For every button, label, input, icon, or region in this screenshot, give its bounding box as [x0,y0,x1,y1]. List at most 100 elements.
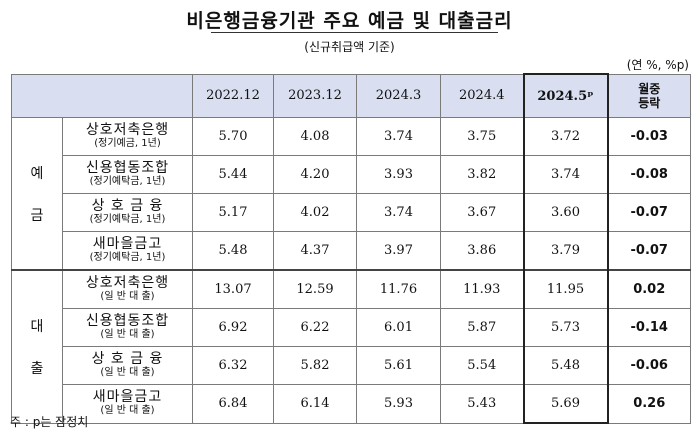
period-header: 2024.4 [440,73,524,118]
rate-cell-highlighted: 5.48 [522,346,609,385]
unit-label: (연 %, %p) [626,58,689,72]
group-label-char: 출 [30,360,44,377]
rate-cell: 6.92 [192,308,274,347]
rate-cell: 5.87 [440,308,524,347]
rate-cell: 5.70 [192,117,274,156]
institution-name: 새마을금고 [92,388,163,405]
institution-name: 상 호 금 융 [91,197,164,214]
table-row: 신용협동조합 (일 반 대 출) 6.92 6.22 6.01 5.87 5.7… [12,308,691,347]
product-type: (정기예탁금, 1년) [89,175,166,187]
rate-cell-highlighted: 3.79 [522,231,609,271]
rate-cell-highlighted: 3.74 [522,155,609,194]
institution-name: 상호저축은행 [85,274,170,291]
institution-cell: 상호저축은행 (정기예금, 1년) [62,117,193,156]
change-cell: 0.02 [607,269,691,309]
rate-cell-highlighted: 3.72 [522,117,609,156]
product-type: (일 반 대 출) [100,290,155,302]
institution-name: 새마을금고 [92,235,163,252]
title-underline [211,32,498,33]
rate-cell: 12.59 [273,269,357,309]
rate-cell: 4.02 [273,193,357,232]
institution-cell: 새마을금고 (정기예탁금, 1년) [62,231,193,271]
rate-cell: 5.61 [356,346,441,385]
rate-cell: 4.37 [273,231,357,271]
period-header: 2022.12 [192,73,274,118]
rate-cell: 6.32 [192,346,274,385]
group-label-char: 대 [30,318,44,335]
rate-cell: 5.43 [440,384,524,424]
table-row: 신용협동조합 (정기예탁금, 1년) 5.44 4.20 3.93 3.82 3… [12,155,691,194]
rate-cell: 4.08 [273,117,357,156]
table-row: 새마을금고 (정기예탁금, 1년) 5.48 4.37 3.97 3.86 3.… [12,231,691,271]
rate-cell: 6.22 [273,308,357,347]
change-cell: -0.03 [607,117,691,156]
rate-cell: 5.82 [273,346,357,385]
product-type: (정기예금, 1년) [94,137,161,149]
change-cell: -0.14 [607,308,691,347]
rate-cell: 3.82 [440,155,524,194]
institution-cell: 새마을금고 (일 반 대 출) [62,384,193,424]
rate-cell: 3.67 [440,193,524,232]
institution-cell: 상호저축은행 (일 반 대 출) [62,269,193,309]
group-label-char: 예 [30,165,44,182]
subtitle: (신규취급액 기준) [304,40,395,54]
product-type: (일 반 대 출) [100,366,155,378]
header-row: 2022.12 2023.12 2024.3 2024.4 2024.5ᵖ 월중… [11,73,691,118]
institution-cell: 신용협동조합 (일 반 대 출) [62,308,193,347]
rate-cell: 3.86 [440,231,524,271]
group-label-char: 금 [30,207,44,224]
change-cell: -0.06 [607,346,691,385]
institution-name: 상 호 금 융 [91,350,164,367]
product-type: (일 반 대 출) [100,404,155,416]
change-cell: -0.07 [607,193,691,232]
institution-name: 신용협동조합 [85,312,170,329]
rate-cell: 3.74 [356,193,441,232]
rate-cell: 11.76 [356,269,441,309]
change-cell: 0.26 [607,384,691,424]
table-row: 예 금 상호저축은행 (정기예금, 1년) 5.70 4.08 3.74 3.7… [11,117,691,271]
rate-cell: 5.44 [192,155,274,194]
rate-cell: 5.17 [192,193,274,232]
institution-cell: 상 호 금 융 (정기예탁금, 1년) [62,193,193,232]
change-header-line: 등락 [638,95,661,110]
change-cell: -0.07 [607,231,691,271]
table-row: 대 출 상호저축은행 (일 반 대 출) 13.07 12.59 11.76 1… [11,269,691,424]
deposit-group-label: 예 금 [11,117,63,271]
institution-cell: 상 호 금 융 (일 반 대 출) [62,346,193,385]
page-title: 비은행금융기관 주요 예금 및 대출금리 [186,10,513,32]
product-type: (정기예탁금, 1년) [89,213,166,225]
rate-cell: 5.54 [440,346,524,385]
table-row: 상 호 금 융 (정기예탁금, 1년) 5.17 4.02 3.74 3.67 … [12,193,691,232]
rate-cell: 6.01 [356,308,441,347]
period-header-highlighted: 2024.5ᵖ [522,73,609,118]
institution-name: 신용협동조합 [85,159,170,176]
table-row: 상 호 금 융 (일 반 대 출) 6.32 5.82 5.61 5.54 5.… [12,346,691,385]
rate-cell: 4.20 [273,155,357,194]
rate-cell: 5.48 [192,231,274,271]
period-header: 2024.3 [356,73,441,118]
product-type: (정기예탁금, 1년) [89,251,166,263]
header-corner [11,73,193,118]
rate-cell: 6.14 [273,384,357,424]
institution-cell: 신용협동조합 (정기예탁금, 1년) [62,155,193,194]
footnote: 주 : p는 잠정치 [10,415,89,429]
change-header: 월중 등락 [607,73,691,118]
table-row: 새마을금고 (일 반 대 출) 6.84 6.14 5.93 5.43 5.69… [12,384,691,424]
rates-table: 2022.12 2023.12 2024.3 2024.4 2024.5ᵖ 월중… [11,73,691,424]
rate-cell-highlighted: 5.69 [522,384,609,424]
change-header-line: 월중 [638,81,661,96]
rate-cell: 3.74 [356,117,441,156]
rate-cell: 13.07 [192,269,274,309]
product-type: (일 반 대 출) [100,328,155,340]
period-header: 2023.12 [273,73,357,118]
rate-cell: 3.75 [440,117,524,156]
rate-cell: 3.97 [356,231,441,271]
rate-cell: 6.84 [192,384,274,424]
loan-group-label: 대 출 [11,269,63,424]
change-cell: -0.08 [607,155,691,194]
rate-cell: 3.93 [356,155,441,194]
rate-cell: 5.93 [356,384,441,424]
institution-name: 상호저축은행 [85,121,170,138]
rate-cell-highlighted: 11.95 [522,269,609,309]
rate-cell-highlighted: 5.73 [522,308,609,347]
